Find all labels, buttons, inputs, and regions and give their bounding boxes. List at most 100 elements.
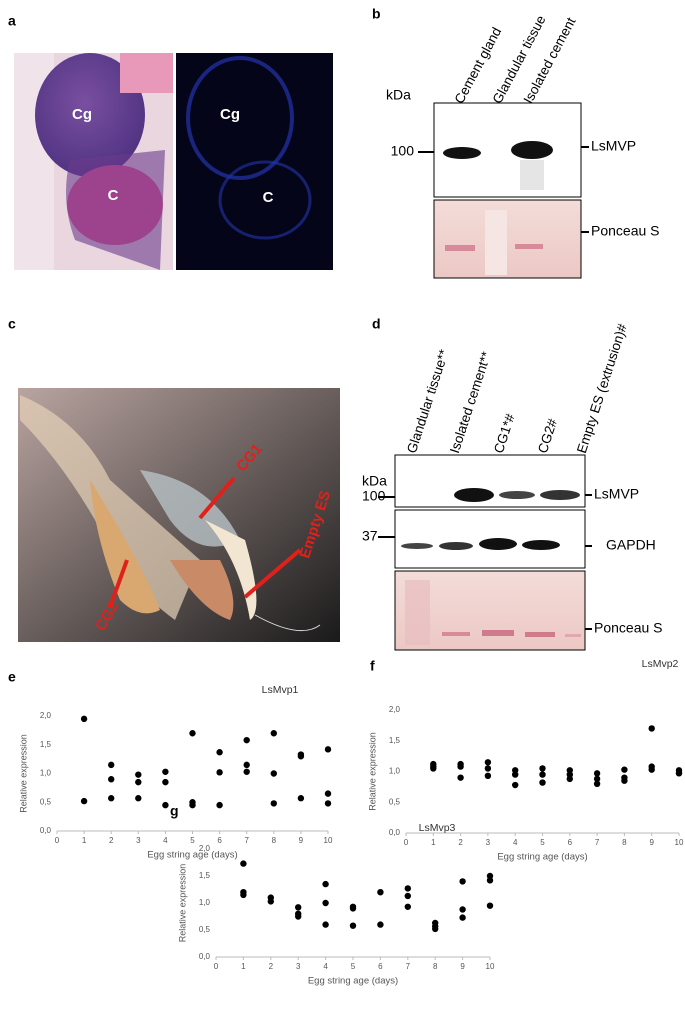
lane-label: Isolated cement** (447, 349, 494, 455)
data-point (162, 778, 169, 786)
x-tick-label: 5 (190, 836, 195, 845)
data-point (377, 889, 384, 896)
data-point (486, 877, 494, 884)
data-point (295, 913, 302, 920)
y-tick-label: 0,0 (40, 826, 52, 835)
x-tick-label: 10 (324, 836, 333, 845)
data-point (484, 759, 492, 766)
x-axis-label: Egg string age (days) (497, 852, 587, 863)
image-label: C (108, 187, 119, 204)
x-tick-label: 6 (217, 836, 222, 845)
data-point (457, 774, 464, 781)
data-point (484, 772, 492, 780)
data-point (324, 746, 332, 753)
band-label: LsMVP (594, 486, 639, 502)
x-tick-label: 0 (55, 836, 60, 845)
x-axis-label: Egg string age (days) (308, 976, 398, 987)
data-point (322, 880, 329, 888)
y-tick-label: 2,0 (199, 844, 211, 853)
x-axis-label: Egg string age (days) (147, 850, 237, 861)
x-tick-label: 9 (649, 838, 654, 847)
data-point (297, 753, 305, 760)
data-point (80, 797, 88, 805)
data-point (216, 801, 223, 809)
y-tick-label: 0,5 (40, 797, 52, 806)
y-tick-label: 1,0 (40, 769, 52, 778)
data-point (404, 885, 411, 892)
image-label: Cg (220, 106, 240, 123)
data-point (297, 795, 305, 802)
arrow (198, 476, 236, 520)
data-point (135, 795, 142, 802)
image-label: Cg (72, 106, 92, 123)
data-point (459, 914, 466, 921)
data-point (240, 891, 247, 899)
panel-label: c (8, 316, 16, 332)
data-point (243, 768, 250, 775)
data-point (430, 765, 437, 772)
data-point (162, 801, 169, 809)
arrow (108, 559, 129, 608)
data-point (240, 860, 247, 867)
marker-label: 37 (362, 528, 378, 544)
y-axis-label: Relative expression (177, 864, 187, 943)
chart-title: LsMvp2 (642, 658, 679, 670)
x-tick-label: 0 (214, 962, 219, 971)
x-tick-label: 1 (82, 836, 87, 845)
panel-label: g (170, 803, 179, 819)
data-point (512, 781, 519, 789)
x-tick-label: 2 (458, 838, 463, 847)
data-point (349, 905, 357, 912)
band-label: GAPDH (606, 537, 656, 553)
marker-label: 100 (362, 488, 386, 504)
x-tick-label: 2 (269, 962, 274, 971)
chart-title: LsMvp3 (419, 822, 456, 834)
data-point (404, 903, 411, 910)
arrow (243, 548, 302, 599)
y-tick-label: 1,5 (40, 740, 52, 749)
x-tick-label: 8 (433, 962, 438, 971)
data-point (459, 906, 466, 913)
marker-label: 100 (391, 143, 415, 159)
x-tick-label: 1 (241, 962, 246, 971)
data-point (404, 892, 411, 900)
data-point (322, 921, 329, 928)
kda-label: kDa (362, 473, 387, 489)
data-point (675, 770, 683, 777)
x-tick-label: 3 (296, 962, 301, 971)
panel-label: e (8, 669, 16, 685)
data-point (566, 775, 573, 783)
panel-label: d (372, 316, 381, 332)
x-tick-label: 6 (378, 962, 383, 971)
data-point (486, 902, 494, 909)
data-point (216, 769, 223, 776)
x-tick-label: 2 (109, 836, 114, 845)
lane-label: CG2# (535, 416, 560, 455)
data-point (457, 763, 464, 770)
data-point (593, 780, 601, 787)
panel-label: f (370, 658, 375, 674)
blot (433, 102, 582, 279)
data-point (512, 771, 519, 778)
x-tick-label: 9 (299, 836, 304, 845)
y-tick-label: 0,0 (199, 952, 211, 961)
x-tick-label: 8 (272, 836, 277, 845)
x-tick-label: 10 (486, 962, 495, 971)
fluorescence-image (176, 53, 333, 270)
x-tick-label: 5 (540, 838, 545, 847)
data-point (432, 925, 439, 933)
lane-label: CG1*# (491, 411, 518, 455)
data-point (377, 921, 384, 928)
data-point (80, 715, 88, 723)
x-tick-label: 4 (163, 836, 168, 845)
data-point (295, 904, 302, 911)
y-tick-label: 2,0 (389, 705, 401, 714)
y-tick-label: 2,0 (40, 711, 52, 720)
x-tick-label: 10 (675, 838, 684, 847)
x-tick-label: 8 (622, 838, 627, 847)
blot (394, 454, 586, 651)
data-point (648, 725, 655, 732)
data-point (243, 736, 250, 744)
x-tick-label: 5 (351, 962, 356, 971)
y-axis-label: Relative expression (367, 732, 377, 811)
